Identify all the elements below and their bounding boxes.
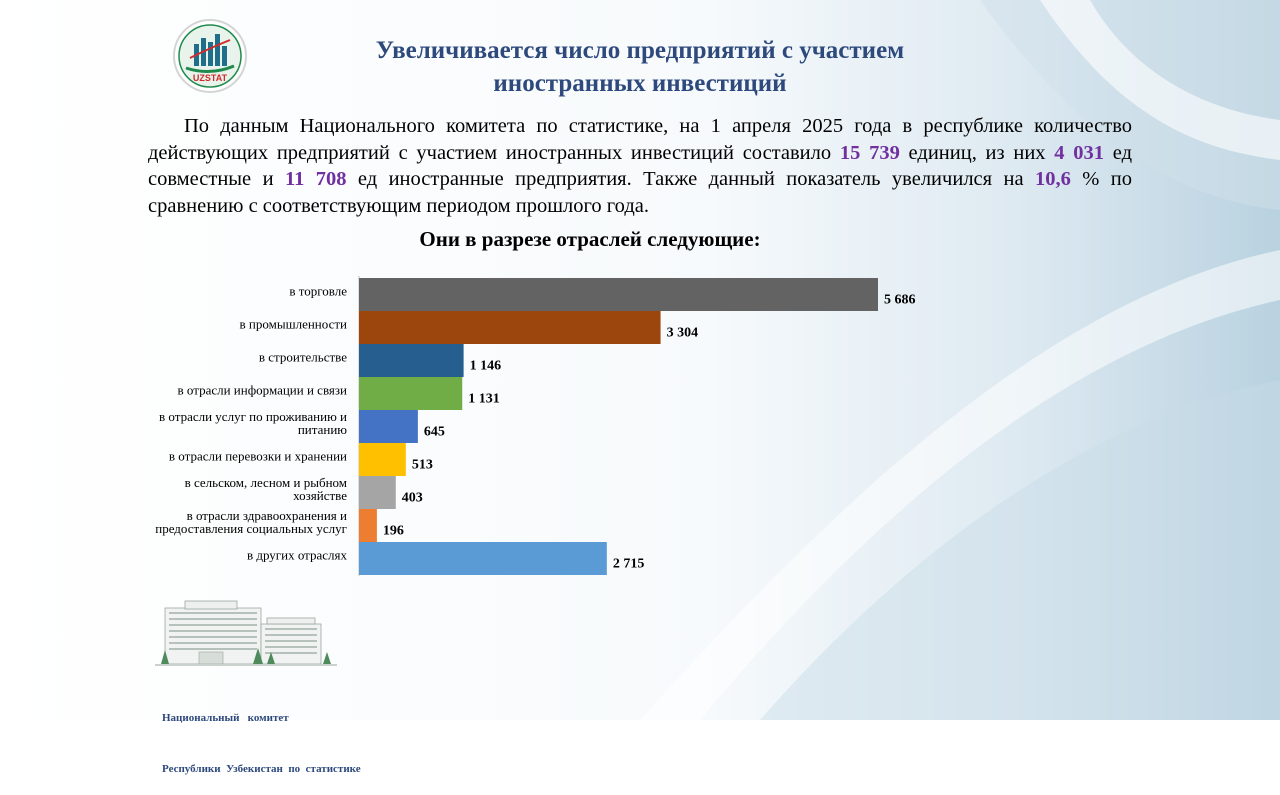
growth-percent-value: 10,6 bbox=[1034, 168, 1071, 190]
category-label-2: в строительстве bbox=[259, 350, 347, 365]
value-label-5: 513 bbox=[412, 458, 433, 473]
value-label-1: 3 304 bbox=[667, 326, 699, 341]
joint-enterprises-value: 4 031 bbox=[1054, 141, 1105, 164]
uzstat-logo: UZSTAT bbox=[173, 19, 247, 93]
bar-4 bbox=[359, 410, 418, 443]
bar-5 bbox=[359, 443, 406, 476]
bar-3 bbox=[359, 377, 463, 410]
category-label-5: в отрасли перевозки и хранении bbox=[169, 449, 347, 464]
logo-text: UZSTAT bbox=[193, 73, 228, 83]
bar-0 bbox=[359, 278, 878, 311]
total-enterprises-value: 15 739 bbox=[839, 141, 900, 164]
intro-paragraph: По данным Национального комитета по стат… bbox=[148, 113, 1132, 219]
footer-line-1: Национальный комитет bbox=[162, 712, 289, 724]
bar-2 bbox=[359, 344, 464, 377]
value-label-6: 403 bbox=[402, 491, 423, 506]
category-label-1: в промышленности bbox=[240, 317, 348, 332]
title-line-2: иностранных инвестиций bbox=[493, 70, 787, 97]
value-label-7: 196 bbox=[383, 524, 404, 539]
value-label-2: 1 146 bbox=[470, 359, 502, 374]
foreign-enterprises-value: 11 708 bbox=[284, 168, 347, 190]
building-illustration bbox=[155, 600, 337, 666]
category-label-7: в отрасли здравоохранения и предоставлени… bbox=[155, 508, 347, 536]
category-label-8: в других отраслях bbox=[247, 548, 348, 563]
chart-subtitle: Они в разрезе отраслей следующие: bbox=[419, 227, 761, 251]
value-label-0: 5 686 bbox=[884, 293, 916, 308]
para-text-5: % по сравнению с соответствующим периодо… bbox=[148, 168, 1132, 217]
footer-organization: Национальный комитет Республики Узбекист… bbox=[162, 676, 361, 795]
footer-line-2: Республики Узбекистан по статистике bbox=[162, 763, 361, 775]
category-label-4: в отрасли услуг по проживанию и питанию bbox=[159, 409, 347, 437]
bar-7 bbox=[359, 509, 377, 542]
slide-background bbox=[0, 0, 1280, 720]
value-label-3: 1 131 bbox=[468, 392, 500, 407]
category-label-6: в сельском, лесном и рыбном хозяйстве bbox=[185, 475, 348, 503]
para-text-2: единиц, из них bbox=[899, 141, 1055, 164]
industry-bar-chart: 5 686 в торговле 3 304 в промышленности 1 14… bbox=[155, 276, 916, 576]
bar-8 bbox=[359, 542, 607, 575]
value-label-4: 645 bbox=[424, 425, 445, 440]
bar-6 bbox=[359, 476, 396, 509]
category-label-0: в торговле bbox=[289, 284, 347, 299]
para-text-3: ед совместные и bbox=[148, 141, 1133, 191]
title-line-1: Увеличивается число предприятий с участи… bbox=[375, 37, 905, 64]
page-title: Увеличивается число предприятий с участи… bbox=[290, 34, 990, 100]
value-label-8: 2 715 bbox=[613, 557, 645, 572]
category-label-3: в отрасли информации и связи bbox=[178, 383, 348, 398]
bar-1 bbox=[359, 311, 661, 344]
para-text-1: По данным Национального комитета по стат… bbox=[148, 115, 1132, 164]
para-text-4: ед иностранные предприятия. Также данный… bbox=[346, 168, 1035, 190]
